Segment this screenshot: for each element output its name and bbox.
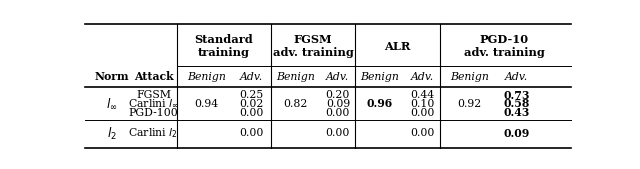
- Text: $l_2$: $l_2$: [108, 125, 117, 142]
- Text: 0.25: 0.25: [239, 90, 263, 100]
- Text: Carlini $l_2$: Carlini $l_2$: [129, 127, 179, 140]
- Text: 0.00: 0.00: [410, 108, 435, 118]
- Text: 0.09: 0.09: [326, 99, 350, 108]
- Text: 0.44: 0.44: [410, 90, 435, 100]
- Text: Adv.: Adv.: [326, 72, 349, 82]
- Text: 0.00: 0.00: [326, 108, 350, 118]
- Text: 0.96: 0.96: [367, 98, 393, 109]
- Text: 0.58: 0.58: [503, 98, 530, 109]
- Text: 0.09: 0.09: [503, 128, 530, 139]
- Text: 0.02: 0.02: [239, 99, 263, 108]
- Text: $l_\infty$: $l_\infty$: [106, 96, 118, 111]
- Text: 0.20: 0.20: [326, 90, 350, 100]
- Text: ALR: ALR: [384, 41, 411, 52]
- Text: PGD-100: PGD-100: [129, 108, 179, 118]
- Text: Benign: Benign: [276, 72, 315, 82]
- Text: 0.00: 0.00: [410, 128, 435, 138]
- Text: Norm: Norm: [95, 71, 129, 82]
- Text: Carlini $l_\infty$: Carlini $l_\infty$: [127, 98, 179, 110]
- Text: Benign: Benign: [187, 72, 226, 82]
- Text: 0.82: 0.82: [284, 99, 308, 108]
- Text: FGSM
adv. training: FGSM adv. training: [273, 34, 353, 58]
- Text: 0.92: 0.92: [457, 99, 481, 108]
- Text: 0.00: 0.00: [326, 128, 350, 138]
- Text: 0.10: 0.10: [410, 99, 435, 108]
- Text: Adv.: Adv.: [505, 72, 528, 82]
- Text: 0.00: 0.00: [239, 128, 263, 138]
- Text: Benign: Benign: [450, 72, 489, 82]
- Text: 0.43: 0.43: [503, 107, 530, 118]
- Text: Adv.: Adv.: [239, 72, 263, 82]
- Text: Benign: Benign: [361, 72, 399, 82]
- Text: 0.00: 0.00: [239, 108, 263, 118]
- Text: 0.73: 0.73: [503, 90, 530, 101]
- Text: PGD-10
adv. training: PGD-10 adv. training: [463, 34, 545, 58]
- Text: 0.94: 0.94: [195, 99, 218, 108]
- Text: Attack: Attack: [134, 71, 173, 82]
- Text: FGSM: FGSM: [136, 90, 171, 100]
- Text: Adv.: Adv.: [411, 72, 434, 82]
- Text: Standard
training: Standard training: [195, 34, 253, 58]
